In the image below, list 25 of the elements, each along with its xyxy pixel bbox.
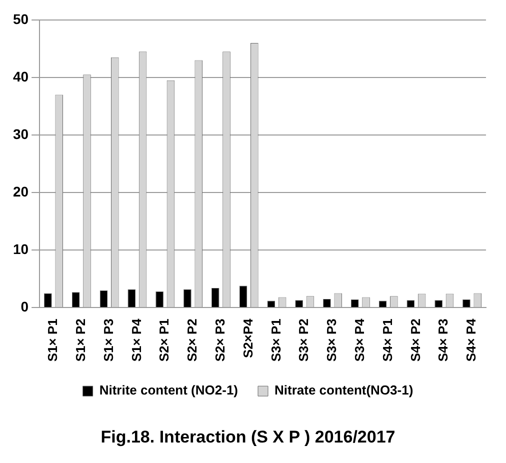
legend-label: Nitrate content(NO3-1) xyxy=(274,382,414,398)
text: Fig.18. Interaction (S X P ) 2016/2017 xyxy=(100,427,396,446)
x-tick-label: S3× P3 xyxy=(324,318,340,362)
x-tick-label: S1× P1 xyxy=(45,318,60,362)
x-tick-label: S2×P4 xyxy=(240,318,256,358)
x-tick-label: S1× P3 xyxy=(100,318,116,362)
x-tick-label: S2× P2 xyxy=(184,318,200,362)
x-tick-label: S1× P4 xyxy=(128,318,144,362)
x-tick-label: S3× P4 xyxy=(352,318,368,362)
x-tick-label: S1× P2 xyxy=(73,318,88,362)
x-tick-label: S4× P3 xyxy=(436,318,451,362)
x-tick-label: S2× P3 xyxy=(212,318,228,362)
x-tick-label: S3× P1 xyxy=(268,318,284,362)
y-tick-label: 10 xyxy=(12,240,29,257)
y-tick-label: 20 xyxy=(12,183,29,200)
y-tick-label: 40 xyxy=(12,68,29,84)
y-tick-label: 0 xyxy=(20,298,29,314)
legend-label: Nitrite content (NO2-1) xyxy=(99,382,238,398)
x-tick-label: S4× P1 xyxy=(380,318,395,362)
x-tick-label: S4× P2 xyxy=(408,318,423,362)
y-tick-label: 30 xyxy=(12,126,29,142)
x-tick-label: S4× P4 xyxy=(464,318,479,362)
y-tick-label: 50 xyxy=(12,10,29,27)
x-tick-label: S3× P2 xyxy=(296,318,312,362)
x-tick-label: S2× P1 xyxy=(156,318,172,362)
